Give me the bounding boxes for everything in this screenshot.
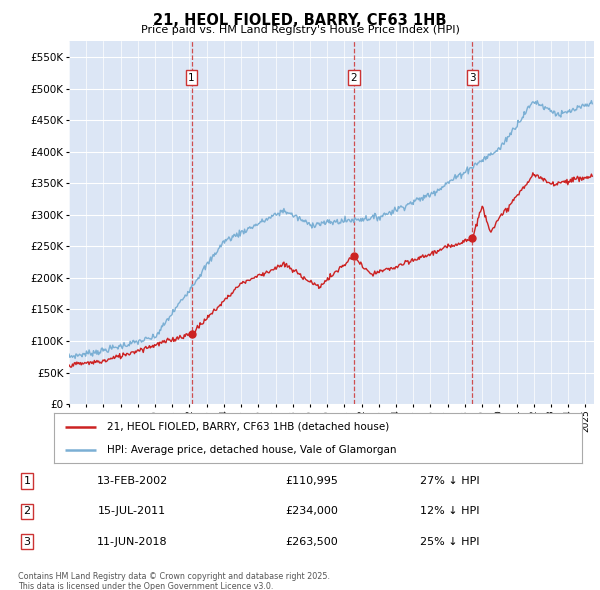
- Text: 25% ↓ HPI: 25% ↓ HPI: [420, 537, 480, 546]
- Text: £234,000: £234,000: [286, 506, 338, 516]
- Text: 1: 1: [188, 73, 195, 83]
- Text: 12% ↓ HPI: 12% ↓ HPI: [420, 506, 480, 516]
- Text: 11-JUN-2018: 11-JUN-2018: [97, 537, 167, 546]
- Text: £110,995: £110,995: [286, 476, 338, 486]
- Text: 3: 3: [23, 537, 31, 546]
- Text: 13-FEB-2002: 13-FEB-2002: [97, 476, 167, 486]
- Text: Price paid vs. HM Land Registry's House Price Index (HPI): Price paid vs. HM Land Registry's House …: [140, 25, 460, 35]
- Text: Contains HM Land Registry data © Crown copyright and database right 2025.
This d: Contains HM Land Registry data © Crown c…: [18, 572, 330, 590]
- Text: £263,500: £263,500: [286, 537, 338, 546]
- Text: 21, HEOL FIOLED, BARRY, CF63 1HB: 21, HEOL FIOLED, BARRY, CF63 1HB: [153, 13, 447, 28]
- Text: 15-JUL-2011: 15-JUL-2011: [98, 506, 166, 516]
- Text: HPI: Average price, detached house, Vale of Glamorgan: HPI: Average price, detached house, Vale…: [107, 445, 397, 455]
- Text: 3: 3: [469, 73, 476, 83]
- Text: 2: 2: [23, 506, 31, 516]
- Text: 21, HEOL FIOLED, BARRY, CF63 1HB (detached house): 21, HEOL FIOLED, BARRY, CF63 1HB (detach…: [107, 421, 389, 431]
- Text: 2: 2: [350, 73, 357, 83]
- Text: 1: 1: [23, 476, 31, 486]
- Text: 27% ↓ HPI: 27% ↓ HPI: [420, 476, 480, 486]
